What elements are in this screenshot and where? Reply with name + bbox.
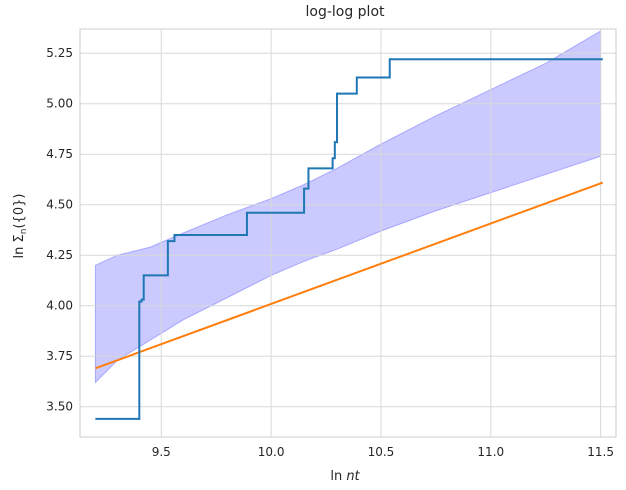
y-axis-label-prefix: ln Σ — [12, 234, 27, 258]
x-tick-label-4: 11.5 — [587, 445, 614, 459]
empirical-step-line — [95, 58, 603, 420]
y-tick-label-1: 3.75 — [46, 349, 73, 363]
y-axis-label-suffix: ({0}) — [12, 194, 27, 229]
grid-layer — [80, 29, 616, 437]
y-tick-label-6: 5.00 — [46, 97, 73, 111]
y-axis-label: ln Σn({0}) — [12, 194, 29, 259]
chart-title: log-log plot — [305, 4, 385, 20]
x-tick-label-3: 11.0 — [477, 445, 504, 459]
x-tick-label-1: 10.0 — [258, 445, 285, 459]
x-tick-labels: 9.5 10.0 10.5 11.0 11.5 — [152, 445, 614, 459]
x-axis-label: ln nt — [330, 469, 360, 484]
x-tick-label-2: 10.5 — [368, 445, 395, 459]
y-tick-label-3: 4.25 — [46, 248, 73, 262]
series-layer — [95, 58, 604, 420]
confidence-band — [94, 30, 602, 384]
x-tick-label-0: 9.5 — [152, 445, 171, 459]
plot-area-frame — [79, 28, 617, 438]
x-axis-label-variable: nt — [346, 469, 360, 484]
confidence-band-layer — [94, 30, 602, 384]
y-tick-label-7: 5.25 — [46, 46, 73, 60]
y-tick-label-2: 4.00 — [46, 299, 73, 313]
x-axis-label-prefix: ln — [330, 469, 346, 484]
theoretical-line — [95, 181, 604, 370]
y-tick-labels: 3.50 3.75 4.00 4.25 4.50 4.75 5.00 5.25 — [46, 46, 73, 413]
y-tick-label-5: 4.75 — [46, 147, 73, 161]
y-axis-label-subscript: n — [19, 229, 29, 235]
y-tick-label-4: 4.50 — [46, 198, 73, 212]
y-tick-label-0: 3.50 — [46, 400, 73, 414]
